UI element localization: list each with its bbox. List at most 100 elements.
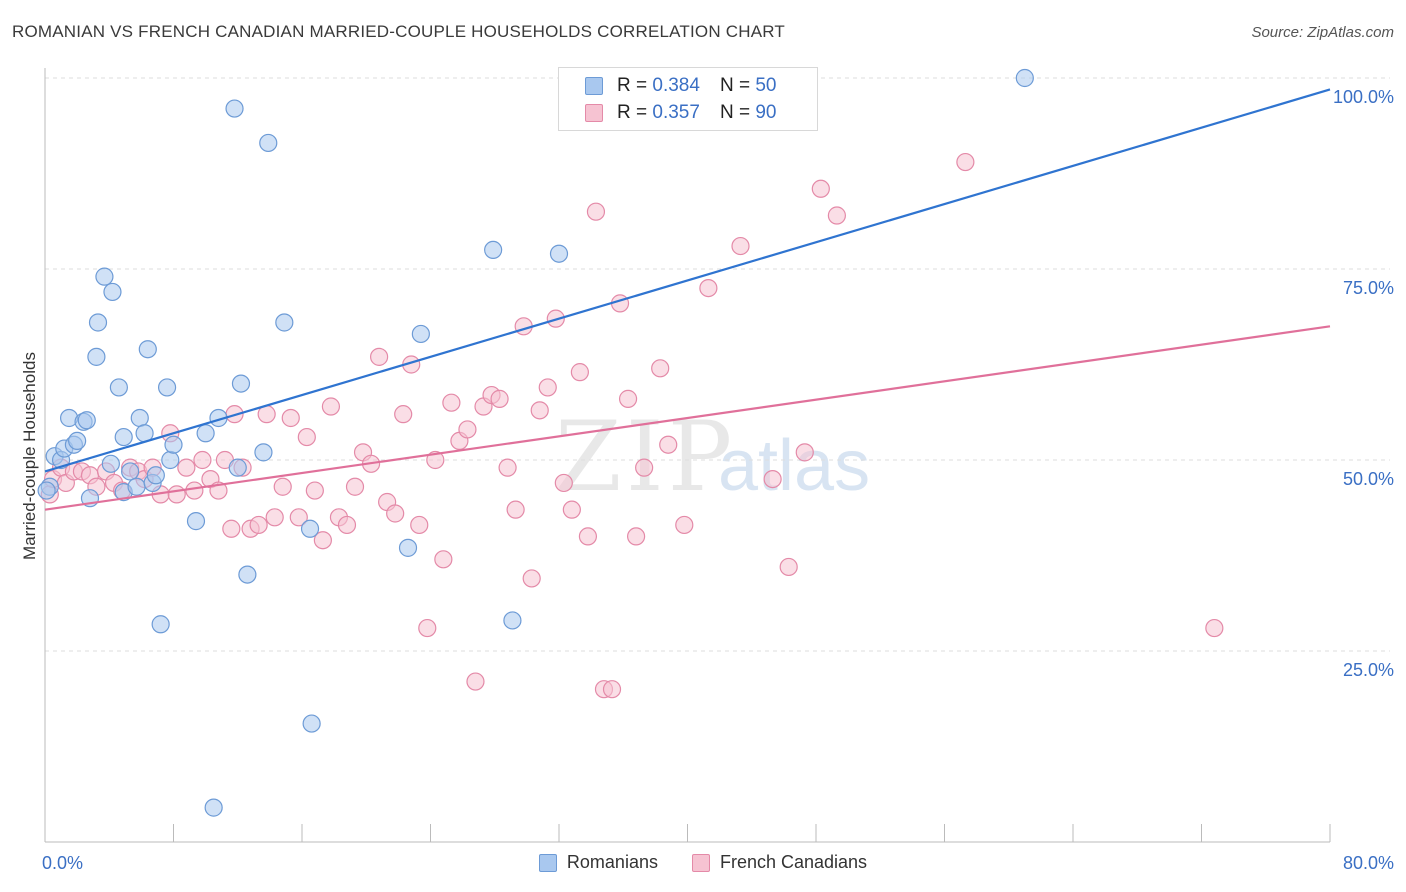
french-canadians-point <box>651 359 670 378</box>
romanians-point <box>157 378 177 397</box>
french-canadians-point <box>763 470 782 489</box>
x-tick-min: 0.0% <box>42 853 84 873</box>
romanians-point <box>411 324 430 344</box>
romanians-point <box>37 481 56 500</box>
french-canadians-point <box>635 458 654 477</box>
french-canadians-point <box>410 515 429 535</box>
romanians-point <box>103 282 122 302</box>
french-canadians-point <box>370 347 389 366</box>
french-canadians-point <box>498 458 517 477</box>
romanians-point <box>121 462 140 481</box>
romanians-point <box>146 466 165 485</box>
stats-legend: R = 0.384 N = 50 R = 0.357 N = 90 <box>558 67 818 131</box>
romanians-points <box>37 68 1034 817</box>
french-canadians-point <box>779 557 798 577</box>
french-canadians-point <box>570 363 589 382</box>
french-canadians-point <box>386 504 405 523</box>
french-canadians-point <box>530 401 549 420</box>
y-tick-100: 100.0% <box>1332 87 1394 107</box>
french-canadians-point <box>466 672 485 691</box>
legend-row-romanians: R = 0.384 N = 50 <box>585 73 776 99</box>
french-canadians-point <box>956 152 975 172</box>
french-canadians-point <box>554 473 573 493</box>
romanians-point <box>127 477 146 496</box>
french-canadians-point <box>305 481 324 500</box>
french-r-value: 0.357 <box>652 102 700 123</box>
french-canadians-point <box>426 450 445 470</box>
romanians-point <box>300 519 320 538</box>
french-canadians-point <box>337 515 357 535</box>
french-canadians-point <box>618 389 638 408</box>
legend-item-french[interactable]: French Canadians <box>691 852 868 873</box>
french-canadians-point <box>699 279 718 298</box>
french-canadians-point <box>394 405 413 424</box>
french-canadians-point <box>265 508 284 527</box>
x-tick-max: 80.0% <box>1342 853 1394 873</box>
french-canadians-point <box>1205 618 1224 638</box>
french-canadians-point <box>675 515 694 535</box>
french-canadians-point <box>193 450 212 470</box>
french-canadians-point <box>222 519 241 538</box>
french-canadians-points <box>40 68 1224 699</box>
legend-item-romanians[interactable]: Romanians <box>538 852 658 873</box>
french-canadians-point <box>586 202 606 221</box>
y-tick-50: 50.0% <box>1342 469 1394 489</box>
romanians-legend-swatch <box>538 853 557 872</box>
romanians-point <box>164 435 183 454</box>
french-n-label: N = <box>719 102 751 123</box>
romanians-point <box>130 408 149 428</box>
french-canadians-point <box>522 569 541 588</box>
french-canadians-point <box>289 508 308 527</box>
french-canadians-point <box>185 481 204 500</box>
axes <box>44 68 1331 843</box>
french-canadians-point <box>434 550 453 569</box>
french-r-label: R = <box>617 102 648 123</box>
french-canadians-point <box>659 435 678 454</box>
romanians-point <box>95 267 114 286</box>
romanians-trendline <box>44 88 1331 473</box>
french-canadians-point <box>281 408 300 428</box>
romanians-point <box>484 240 503 259</box>
series-legend: Romanians French Canadians <box>0 852 1406 873</box>
french-canadians-point <box>177 458 196 477</box>
svg-text:atlas: atlas <box>718 426 870 506</box>
trend-lines <box>44 88 1331 511</box>
romanians-point <box>503 611 522 630</box>
french-swatch <box>585 104 603 122</box>
french-canadians-point <box>602 680 622 699</box>
french-legend-label: French Canadians <box>719 852 868 872</box>
grid-lines <box>45 77 1390 652</box>
romanians-point <box>238 565 257 584</box>
romanians-point <box>231 374 251 393</box>
romanians-point <box>225 99 244 118</box>
french-canadians-point <box>490 389 509 408</box>
y-tick-25: 25.0% <box>1342 660 1394 680</box>
y-tick-75: 75.0% <box>1342 278 1394 298</box>
romanians-n-value: 50 <box>755 75 777 96</box>
french-canadians-point <box>538 378 557 397</box>
french-canadians-point <box>313 531 332 550</box>
french-n-value: 90 <box>755 102 777 123</box>
french-canadians-point <box>562 500 581 519</box>
french-canadians-trendline <box>44 325 1331 511</box>
romanians-point <box>196 424 215 443</box>
zipatlas-watermark: ZIP atlas <box>555 401 870 513</box>
french-canadians-point <box>731 236 750 256</box>
french-canadians-point <box>167 485 186 504</box>
french-canadians-point <box>249 515 268 535</box>
chart-title: ROMANIAN VS FRENCH CANADIAN MARRIED-COUP… <box>12 22 785 41</box>
legend-row-french: R = 0.357 N = 90 <box>585 100 776 126</box>
romanians-point <box>275 313 294 332</box>
french-legend-swatch <box>691 853 710 872</box>
romanians-point <box>228 458 247 477</box>
romanians-point <box>1015 68 1034 88</box>
romanians-point <box>77 411 96 430</box>
svg-text:ZIP: ZIP <box>555 401 736 513</box>
french-canadians-point <box>321 397 341 416</box>
french-canadians-point <box>811 179 830 198</box>
romanians-n-label: N = <box>719 75 751 96</box>
source-label: Source: ZipAtlas.com <box>1251 24 1394 41</box>
romanians-point <box>549 244 569 263</box>
romanians-point <box>101 454 120 473</box>
